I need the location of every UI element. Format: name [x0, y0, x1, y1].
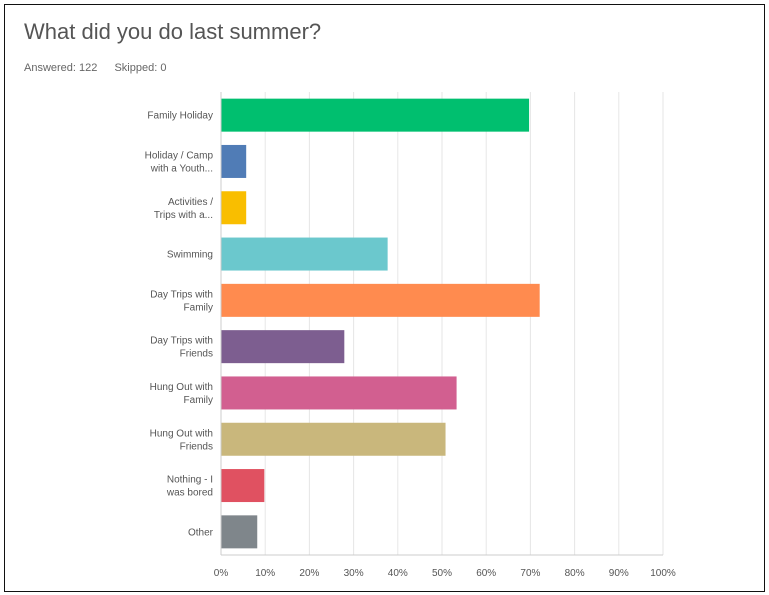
x-tick-label: 0% [214, 568, 229, 579]
x-tick-label: 60% [476, 568, 496, 579]
bar [221, 376, 457, 410]
bar [221, 237, 388, 271]
category-label: Trips with a... [154, 210, 213, 221]
category-label: Family [184, 395, 213, 406]
response-stats: Answered: 122 Skipped: 0 [24, 62, 180, 74]
category-label: was bored [166, 488, 213, 499]
x-tick-label: 30% [344, 568, 364, 579]
category-label: Nothing - I [167, 475, 213, 486]
chart-gridlines [264, 92, 664, 555]
bar [221, 515, 258, 549]
category-label: Hung Out with [150, 428, 213, 439]
x-tick-label: 90% [609, 568, 629, 579]
category-label: Activities / [168, 197, 213, 208]
x-tick-label: 20% [299, 568, 319, 579]
category-label: Swimming [167, 250, 213, 261]
chart-bars [221, 98, 540, 549]
category-label: Holiday / Camp [145, 150, 214, 161]
bar [221, 144, 247, 178]
answered-count: Answered: 122 [24, 62, 98, 74]
x-tick-label: 10% [255, 568, 275, 579]
x-tick-label: 80% [565, 568, 585, 579]
chart-labels: 0% 10% 20% 30% 40% 50% 60% 70% 80% 90% 100% Family … [145, 111, 676, 579]
category-label: with a Youth... [150, 163, 213, 174]
x-tick-label: 70% [520, 568, 540, 579]
category-label: Day Trips with [150, 336, 213, 347]
x-tick-label: 40% [388, 568, 408, 579]
question-title: What did you do last summer? [24, 19, 322, 44]
bar [221, 191, 247, 225]
category-label: Friends [180, 349, 213, 360]
category-label: Family Holiday [147, 111, 213, 122]
bar [221, 422, 446, 456]
bar [221, 330, 345, 364]
category-label: Other [188, 527, 214, 538]
category-label: Friends [180, 441, 213, 452]
skipped-count: Skipped: 0 [114, 62, 167, 74]
chart-axes [220, 92, 663, 556]
bar [221, 98, 530, 132]
bar [221, 283, 540, 317]
category-label: Day Trips with [150, 289, 213, 300]
x-tick-label: 100% [650, 568, 676, 579]
category-label: Hung Out with [150, 382, 213, 393]
x-tick-label: 50% [432, 568, 452, 579]
category-label: Family [184, 302, 213, 313]
bar [221, 469, 265, 503]
